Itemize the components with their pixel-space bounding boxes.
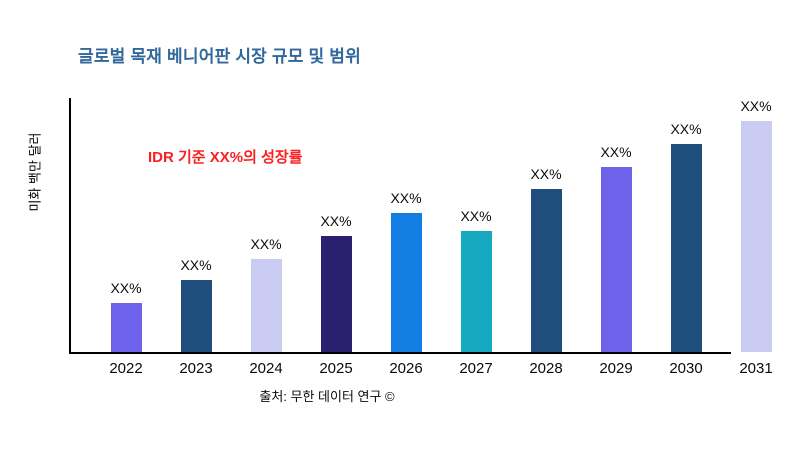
chart-title: 글로벌 목재 베니어판 시장 규모 및 범위 <box>78 47 361 66</box>
x-tick-label-2028: 2028 <box>529 360 563 377</box>
x-tick-label-2023: 2023 <box>179 360 213 377</box>
x-tick-label-2031: 2031 <box>739 360 773 377</box>
bar-value-label-2031: XX% <box>740 98 772 114</box>
x-axis-line <box>69 352 731 354</box>
bar-value-label-2028: XX% <box>530 166 562 182</box>
bar-2027 <box>460 231 492 352</box>
bar-2025 <box>320 236 352 352</box>
bar-value-label-2026: XX% <box>390 190 422 206</box>
x-tick-label-2026: 2026 <box>389 360 423 377</box>
source-caption: 출처: 무한 데이터 연구 © <box>259 389 395 404</box>
x-tick-label-2027: 2027 <box>459 360 493 377</box>
x-tick-label-2024: 2024 <box>249 360 283 377</box>
bar-value-label-2025: XX% <box>320 213 352 229</box>
bar-value-label-2027: XX% <box>460 208 492 224</box>
y-axis-line <box>69 98 71 354</box>
bar-2029 <box>600 167 632 352</box>
bar-value-label-2023: XX% <box>180 257 212 273</box>
bar-2023 <box>180 280 212 352</box>
bar-2028 <box>530 189 562 352</box>
bar-2030 <box>670 144 702 352</box>
bar-value-label-2029: XX% <box>600 144 632 160</box>
bar-2024 <box>250 259 282 352</box>
bar-2026 <box>390 213 422 352</box>
growth-rate-annotation: IDR 기준 XX%의 성장률 <box>148 149 303 166</box>
bar-value-label-2022: XX% <box>110 280 142 296</box>
x-tick-label-2025: 2025 <box>319 360 353 377</box>
x-tick-label-2022: 2022 <box>109 360 143 377</box>
bar-value-label-2030: XX% <box>670 121 702 137</box>
x-tick-label-2030: 2030 <box>669 360 703 377</box>
x-tick-label-2029: 2029 <box>599 360 633 377</box>
bar-value-label-2024: XX% <box>250 236 282 252</box>
bar-2031 <box>740 121 772 352</box>
bar-2022 <box>110 303 142 352</box>
